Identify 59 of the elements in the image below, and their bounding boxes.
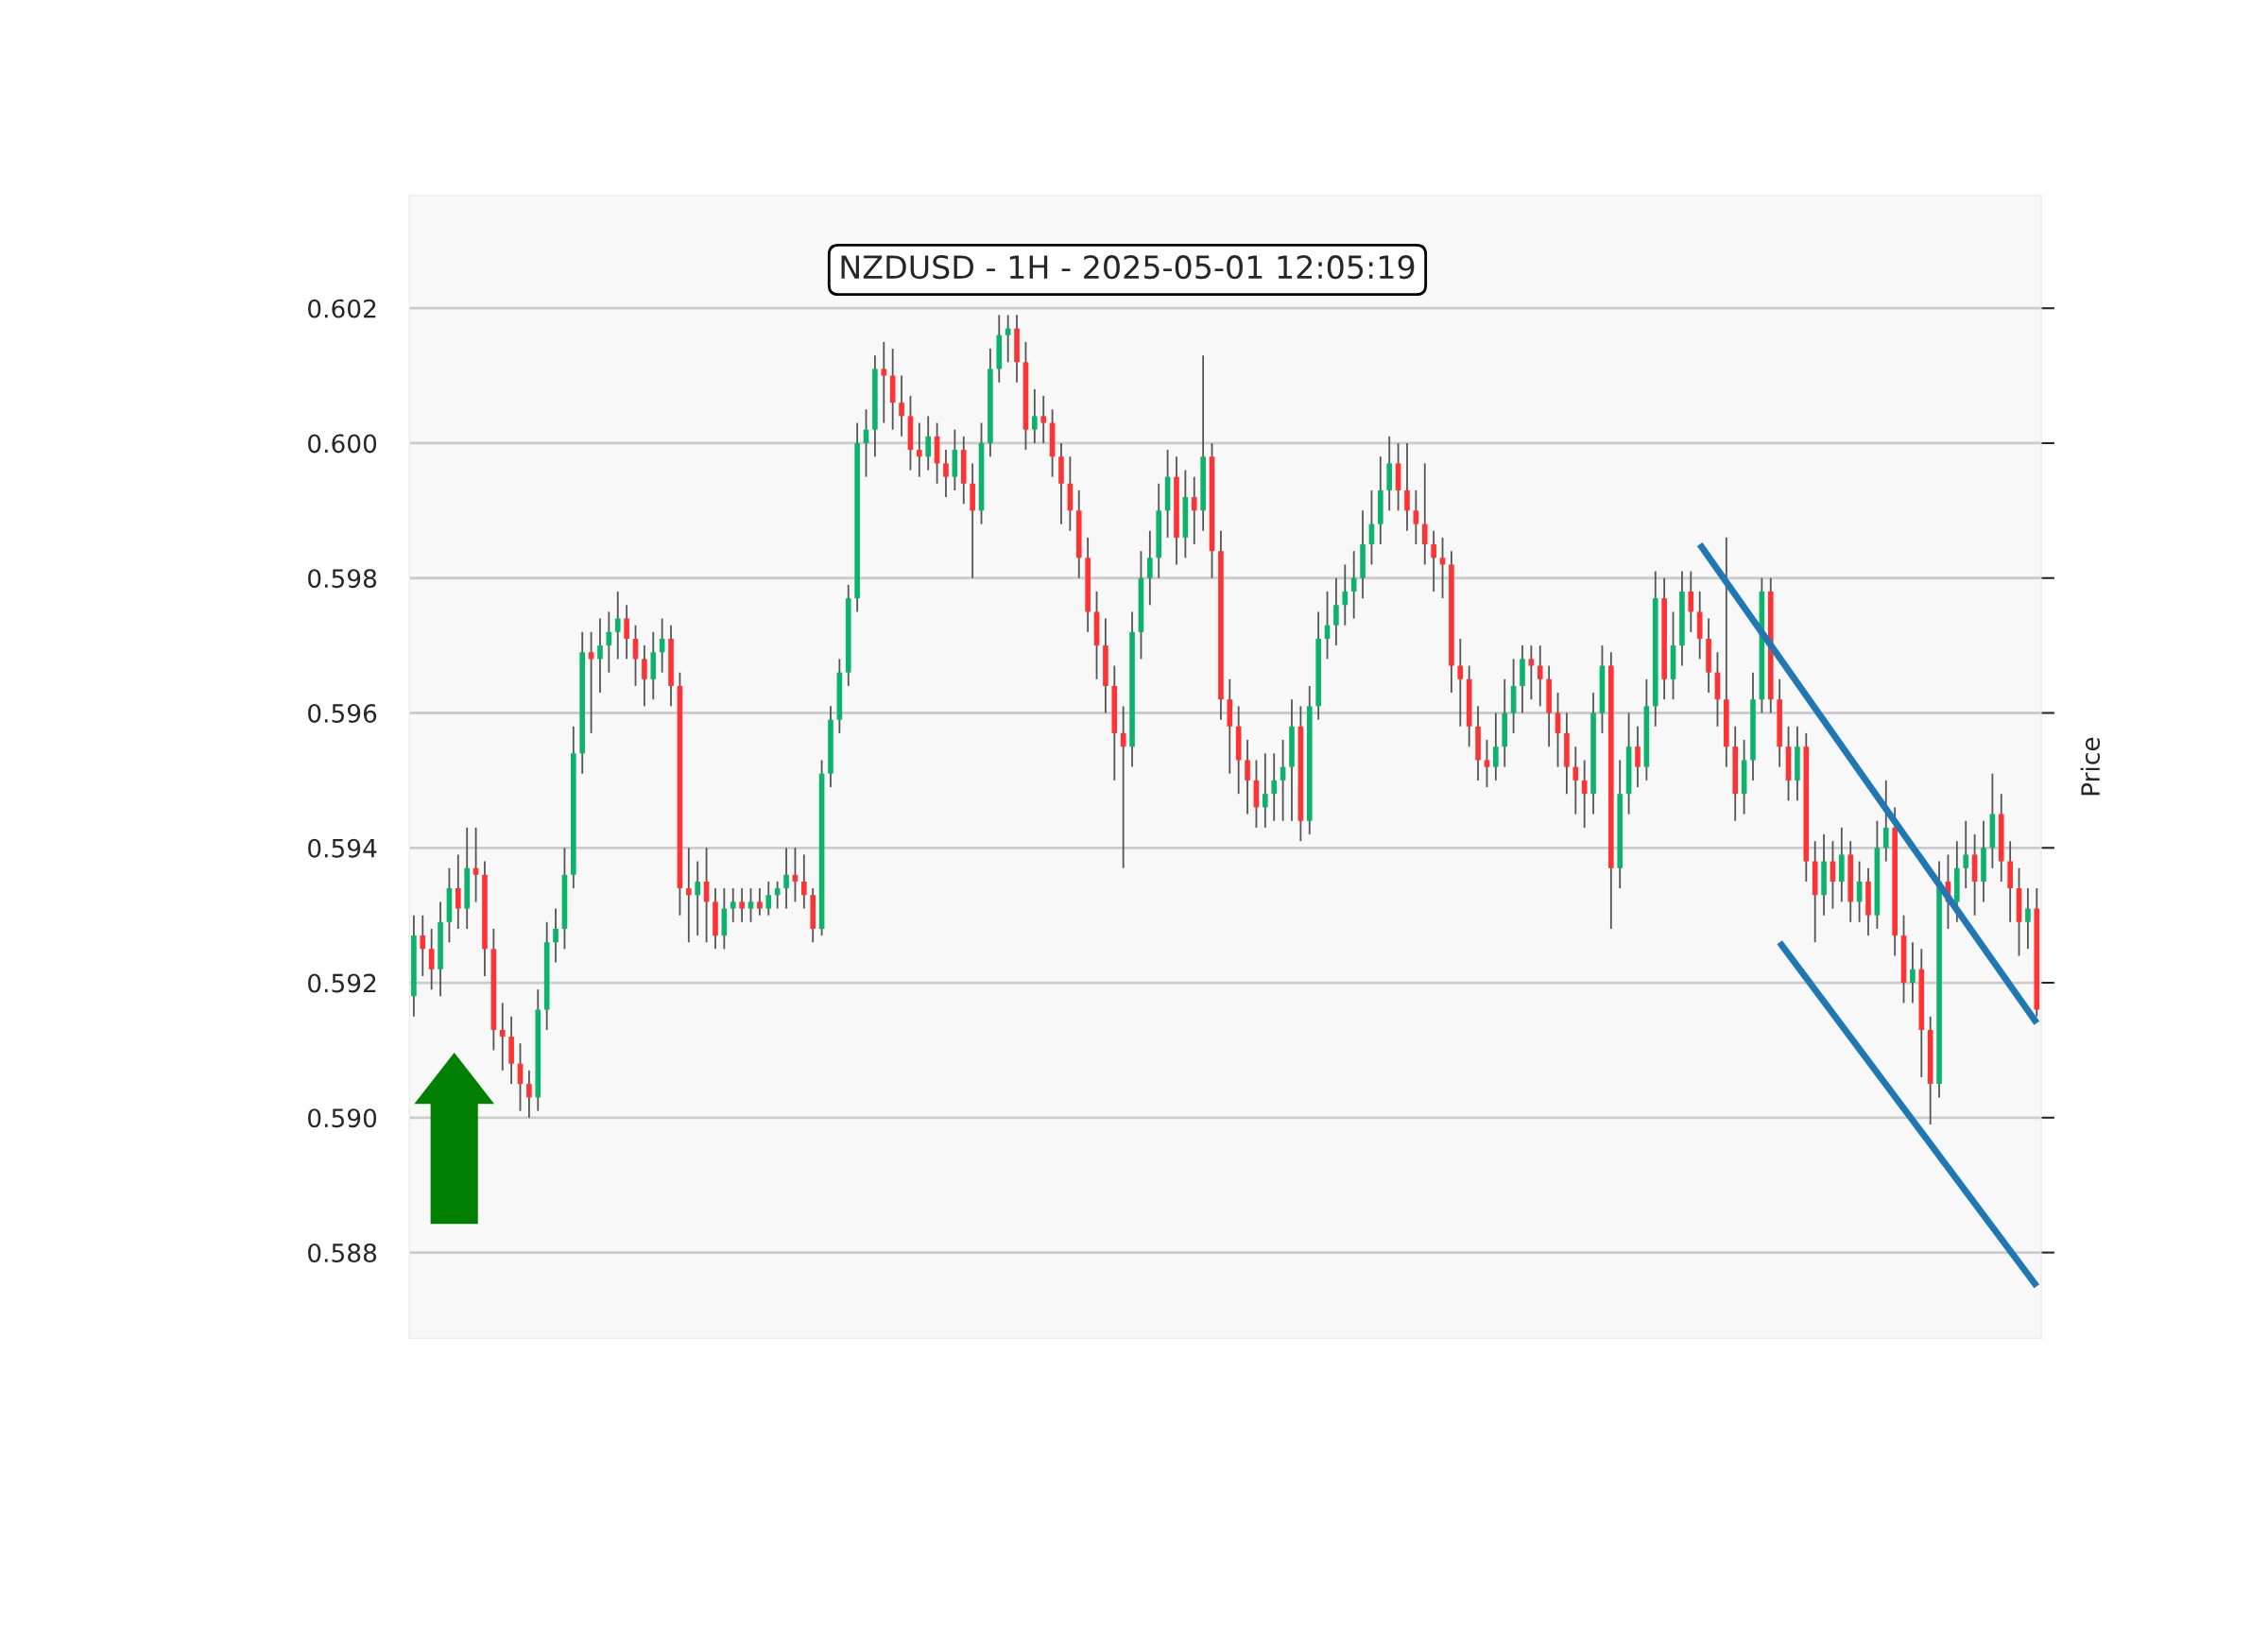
candlestick (881, 340, 887, 424)
candlestick (2025, 887, 2031, 951)
candlestick (428, 928, 435, 991)
candlestick (917, 421, 922, 478)
candlestick (801, 853, 807, 910)
candlestick (1635, 725, 1641, 788)
candlestick (1431, 529, 1436, 592)
candlestick (1413, 489, 1419, 545)
candlestick (1342, 563, 1349, 626)
candlestick (899, 374, 904, 438)
y-tick-label: 0.588 (308, 1244, 377, 1262)
candlestick (526, 1069, 532, 1119)
y-tick-label: 0.594 (308, 838, 377, 858)
candlestick (747, 887, 754, 923)
candlestick (1882, 779, 1889, 863)
y-axis-title: Price (2080, 737, 2101, 796)
y-tick-label: 0.596 (308, 703, 377, 723)
candlestick (1537, 644, 1543, 708)
candlestick (1040, 395, 1047, 444)
candlestick (1688, 570, 1694, 633)
candlestick (1910, 941, 1916, 1004)
candlestick (1263, 752, 1268, 829)
candlestick (925, 415, 932, 472)
candlestick (1032, 387, 1038, 444)
candlestick (757, 887, 763, 917)
candlestick (1245, 739, 1250, 815)
text: NZDUSD - 1H - 2025-05-01 12:05:19 (841, 255, 1415, 280)
candlestick (1271, 752, 1278, 822)
candlestick (1191, 475, 1197, 545)
candlestick (553, 907, 558, 964)
candlestick (1457, 638, 1464, 728)
candlestick (783, 847, 789, 910)
candlestick (1484, 739, 1490, 788)
candlestick (1528, 644, 1535, 701)
candlestick (1404, 442, 1410, 532)
candlestick (943, 449, 949, 498)
candlestick (695, 860, 701, 936)
candlestick (642, 644, 647, 708)
candlestick (1493, 712, 1499, 781)
candlestick (730, 887, 736, 923)
candlestick (1963, 819, 1969, 890)
y-tick-label: 0.602 (308, 299, 376, 318)
candlestick (739, 887, 745, 923)
y-tick-label: 0.598 (308, 569, 377, 589)
candlestick (1333, 576, 1339, 647)
candlestick (1421, 462, 1428, 566)
candlestick (624, 604, 629, 661)
y-tick-label: 0.592 (308, 973, 376, 993)
candlestick (420, 914, 426, 977)
candlestick (686, 847, 692, 944)
y-tick-label: 0.590 (308, 1108, 377, 1128)
candlestick (1572, 746, 1579, 815)
y-tick-label: 0.600 (308, 434, 377, 454)
candlestick (765, 881, 772, 917)
candlestick (597, 617, 603, 694)
candlestick (1147, 529, 1153, 607)
candlestick (499, 1002, 506, 1072)
candlestick (455, 853, 461, 930)
candlestick (614, 591, 621, 661)
